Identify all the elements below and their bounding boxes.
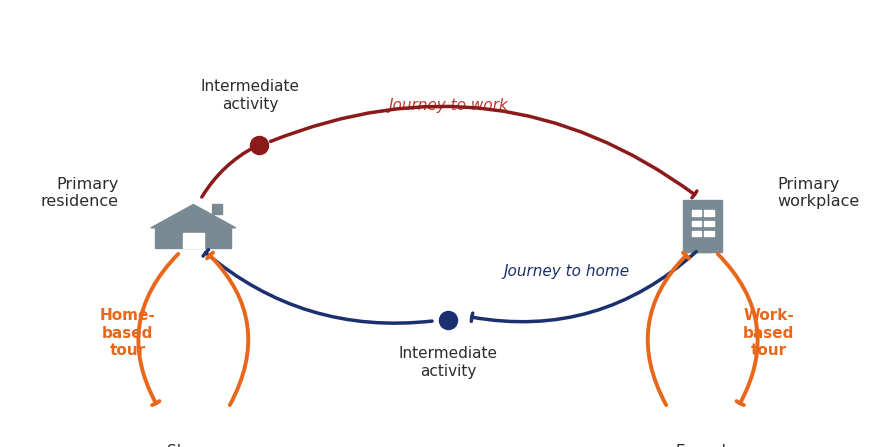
Bar xyxy=(212,204,222,214)
Text: Intermediate
activity: Intermediate activity xyxy=(399,346,497,379)
Text: Primary
residence: Primary residence xyxy=(40,177,118,209)
Bar xyxy=(183,233,203,248)
Text: Journey to work: Journey to work xyxy=(388,98,508,113)
Text: Errands,
meetings,
etc.: Errands, meetings, etc. xyxy=(668,444,745,447)
Bar xyxy=(155,228,231,248)
Text: Home-
based
tour: Home- based tour xyxy=(99,308,155,358)
Bar xyxy=(704,231,713,236)
Bar xyxy=(692,220,702,226)
Bar xyxy=(704,211,713,216)
Bar xyxy=(694,243,711,253)
Bar xyxy=(704,220,713,226)
Bar xyxy=(692,231,702,236)
Text: Shop,
visit,
etc.: Shop, visit, etc. xyxy=(168,444,211,447)
Text: Journey to home: Journey to home xyxy=(504,264,630,279)
Polygon shape xyxy=(151,204,236,228)
Bar xyxy=(692,211,702,216)
Text: Work-
based
tour: Work- based tour xyxy=(743,308,794,358)
Text: Intermediate
activity: Intermediate activity xyxy=(201,80,300,112)
Bar xyxy=(684,200,722,253)
Text: Primary
workplace: Primary workplace xyxy=(778,177,859,209)
